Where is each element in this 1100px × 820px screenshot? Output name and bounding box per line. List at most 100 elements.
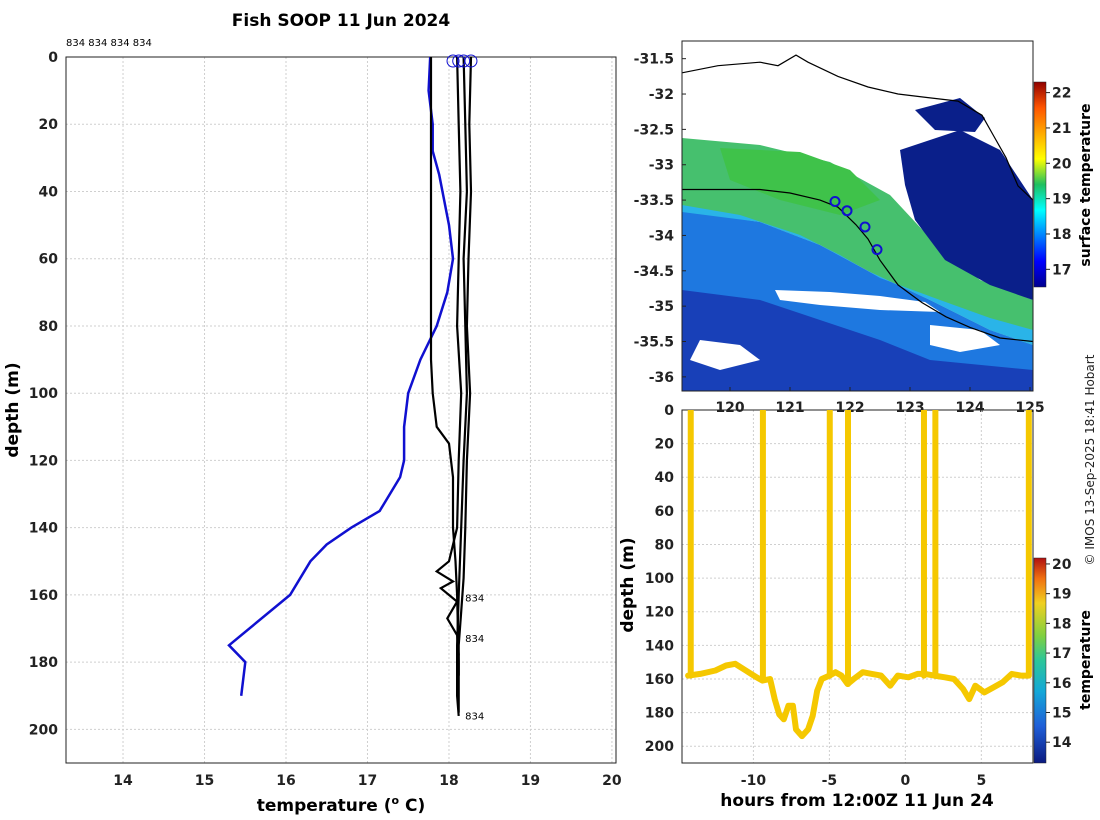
- profile-y-tick-label: 140: [29, 521, 58, 537]
- map-y-tick-label: -32: [649, 87, 674, 103]
- timeseries-x-label: hours from 12:00Z 11 Jun 24: [720, 791, 994, 811]
- timeseries-y-tick-label: 140: [645, 638, 674, 654]
- profile-line-profile-1: [429, 57, 460, 713]
- sst-cloud-3: [930, 325, 1000, 352]
- map-x-tick-label: 121: [775, 400, 804, 416]
- profile-x-label-tail: C): [399, 796, 425, 816]
- map-y-tick-label: -34: [649, 228, 675, 244]
- profile-x-tick-label: 19: [521, 773, 540, 789]
- profile-line-climatology: [227, 57, 455, 696]
- map-colorbar-tick-label: 17: [1052, 262, 1071, 278]
- timeseries-x-tick-label: 5: [976, 773, 986, 789]
- profile-surface-marker: [464, 54, 478, 68]
- map-coastline: [682, 54, 1033, 201]
- timeseries-y-label: depth (m): [618, 537, 638, 632]
- map-x-tick-label: 120: [715, 400, 744, 416]
- timeseries-y-tick-label: 20: [655, 437, 675, 453]
- timeseries-y-tick-label: 80: [655, 537, 675, 553]
- map-y-tick-label: -35: [649, 299, 674, 315]
- map-y-tick-label: -34.5: [634, 264, 674, 280]
- map-y-tick-label: -33.5: [634, 193, 674, 209]
- profile-surface-marker: [446, 54, 460, 68]
- map-y-tick-label: -31.5: [634, 52, 674, 68]
- map-y-ticks: -31.5 -32 -32.5 -33 -33.5 -34 -34.5 -35 -35.5 -36: [634, 52, 686, 386]
- profile-x-tick-label: 15: [195, 773, 214, 789]
- timeseries-y-tick-label: 60: [655, 504, 675, 520]
- map-colorbar-tick-label: 19: [1052, 192, 1071, 208]
- map-panel: -31.5 -32 -32.5 -33 -33.5 -34 -34.5 -35 -35.5 -36…: [634, 40, 1094, 416]
- profile-x-tick-label: 16: [276, 773, 295, 789]
- sst-green-patch: [720, 148, 880, 215]
- map-x-tick-label: 123: [895, 400, 924, 416]
- map-track-marker: [829, 196, 841, 208]
- profile-x-tick-label: 18: [439, 773, 458, 789]
- profile-y-tick-label: 180: [29, 655, 58, 671]
- timeseries-x-tick-label: -5: [822, 773, 838, 789]
- profile-depth-labels: 834 834 834: [465, 594, 484, 723]
- timeseries-colorbar-tick-label: 18: [1052, 616, 1071, 632]
- map-axes-box: [681, 40, 1034, 392]
- profile-x-label-main: temperature (: [257, 796, 392, 816]
- map-y-tick-label: -36: [649, 370, 674, 386]
- profile-surface-markers: [446, 54, 478, 68]
- map-colorbar-tick-label: 20: [1052, 156, 1072, 172]
- timeseries-axes-box: [681, 409, 1034, 764]
- profile-line-profile-3: [456, 57, 469, 716]
- profile-series: [227, 57, 473, 716]
- sst-cloud-2: [690, 340, 760, 370]
- timeseries-y-tick-label: 200: [645, 739, 674, 755]
- profile-x-label: temperature (o C): [257, 794, 426, 816]
- timeseries-y-ticks: 0 20 40 60 80 100 120 140 160 180 200: [645, 403, 674, 755]
- timeseries-grid: [682, 409, 1033, 763]
- profile-y-tick-label: 60: [39, 252, 59, 268]
- profile-x-label-sup: o: [392, 794, 400, 807]
- timeseries-bottom-trace: [685, 660, 1032, 740]
- timeseries-y-tick-label: 160: [645, 672, 674, 688]
- map-x-tick-label: 125: [1015, 400, 1044, 416]
- timeseries-colorbar-ticks: 14 15 16 17 18 19 20: [1046, 557, 1072, 751]
- timeseries-y-tick-label: 180: [645, 706, 674, 722]
- timeseries-y-tick-label: 120: [645, 605, 674, 621]
- profile-grid: [66, 56, 616, 763]
- profile-y-tick-label: 160: [29, 588, 58, 604]
- timeseries-colorbar-label: temperature: [1078, 610, 1094, 710]
- profile-surface-marker: [457, 54, 471, 68]
- timeseries-y-tick-label: 0: [664, 403, 674, 419]
- profile-line-profile-2: [434, 57, 463, 656]
- profile-y-label: depth (m): [3, 362, 23, 457]
- profile-axes-box: [65, 56, 617, 764]
- map-ship-track: [682, 188, 1033, 343]
- map-colorbar: [1033, 81, 1047, 288]
- timeseries-y-tick-label: 40: [655, 470, 675, 486]
- map-x-tick-label: 122: [835, 400, 864, 416]
- profile-top-labels: 834 834 834 834: [66, 38, 152, 49]
- timeseries-x-tick-label: -10: [741, 773, 767, 789]
- profile-depth-label: 834: [465, 594, 484, 605]
- profile-y-tick-label: 0: [48, 50, 58, 66]
- map-colorbar-tick-label: 21: [1052, 121, 1071, 137]
- map-colorbar-label: surface temperature: [1078, 103, 1094, 266]
- timeseries-colorbar-tick-label: 15: [1052, 705, 1071, 721]
- profile-x-tick-label: 17: [358, 773, 377, 789]
- map-x-ticks: 120 121 122 123 124 125: [715, 387, 1045, 416]
- map-y-tick-label: -32.5: [634, 122, 674, 138]
- profile-y-tick-label: 200: [29, 722, 58, 738]
- map-track-marker: [859, 221, 871, 233]
- sst-cold-core: [900, 130, 1033, 300]
- map-y-tick-label: -33: [649, 158, 674, 174]
- timeseries-y-tick-label: 100: [645, 571, 674, 587]
- sst-deep-cool: [682, 290, 1033, 391]
- timeseries-colorbar-tick-label: 16: [1052, 676, 1071, 692]
- profile-x-ticks: 14 15 16 17 18 19 20: [113, 773, 622, 789]
- sst-cloud-1: [775, 290, 940, 312]
- timeseries-colorbar-tick-label: 14: [1052, 735, 1072, 751]
- profile-x-tick-label: 14: [113, 773, 133, 789]
- map-colorbar-ticks: 17 18 19 20 21 22: [1046, 86, 1072, 278]
- timeseries-colorbar-tick-label: 20: [1052, 557, 1072, 573]
- map-colorbar-tick-label: 22: [1052, 86, 1071, 102]
- profile-line-profile-4: [457, 57, 473, 676]
- profile-y-tick-label: 100: [29, 386, 58, 402]
- profile-y-tick-label: 20: [39, 117, 59, 133]
- map-track-markers: [829, 196, 883, 256]
